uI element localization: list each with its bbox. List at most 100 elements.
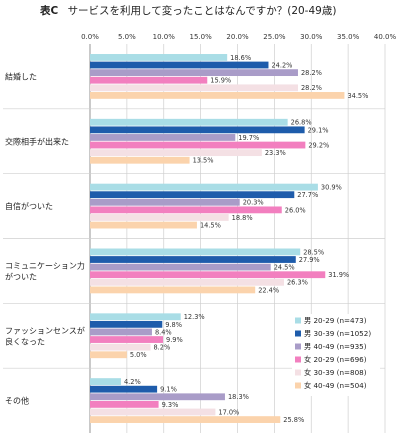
data-label: 23.3%	[265, 149, 286, 157]
data-label: 5.0%	[130, 351, 147, 359]
bar	[90, 198, 240, 206]
bar	[90, 61, 269, 69]
bar	[90, 69, 298, 77]
data-label: 9.8%	[165, 321, 182, 329]
data-label: 31.9%	[328, 271, 349, 279]
data-label: 28.2%	[301, 84, 322, 92]
data-label: 14.5%	[200, 221, 221, 229]
data-label: 22.4%	[258, 286, 279, 294]
data-label: 18.3%	[228, 393, 249, 401]
data-label: 24.5%	[274, 264, 295, 272]
x-tick-label: 10.0%	[153, 33, 176, 41]
data-label: 19.7%	[238, 134, 259, 142]
data-label: 26.8%	[291, 119, 312, 127]
bar	[90, 378, 121, 385]
data-label: 9.3%	[162, 401, 179, 409]
data-label: 4.2%	[124, 378, 141, 386]
bar	[90, 221, 197, 229]
legend-swatch	[295, 343, 301, 350]
legend-label: 男 40-49 (n=935)	[304, 342, 367, 351]
chart-title: 表C サービスを利用して変ったことはなんですか？(20-49歳)	[39, 4, 336, 17]
bar	[90, 183, 318, 191]
data-label: 13.5%	[193, 157, 214, 165]
bar	[90, 336, 164, 343]
category-label: その他	[5, 396, 29, 406]
legend-swatch	[295, 317, 301, 324]
legend-label: 男 20-29 (n=473)	[304, 316, 367, 325]
bar	[90, 416, 281, 423]
data-label: 12.3%	[184, 313, 205, 321]
bar	[90, 263, 271, 271]
legend: 男 20-29 (n=473) 男 30-39 (n=1052) 男 40-49 (…	[292, 314, 380, 396]
bar	[90, 408, 216, 416]
bar	[90, 191, 295, 199]
data-label: 24.2%	[271, 61, 292, 69]
category-label: 交際相手が出来た	[5, 136, 69, 146]
x-tick-label: 30.0%	[300, 33, 323, 41]
legend-label: 女 40-49 (n=504)	[304, 381, 367, 390]
bar	[90, 286, 256, 294]
data-label: 26.3%	[287, 279, 308, 287]
legend-background	[292, 314, 380, 396]
bar	[90, 76, 208, 84]
x-tick-label: 0.0%	[81, 33, 99, 41]
bar	[90, 84, 298, 92]
data-label: 27.7%	[297, 191, 318, 199]
data-label: 27.9%	[299, 256, 320, 264]
data-label: 9.9%	[166, 336, 183, 344]
bar	[90, 393, 225, 401]
data-label: 28.2%	[301, 69, 322, 77]
x-tick-label: 5.0%	[118, 33, 136, 41]
data-label: 28.5%	[303, 248, 324, 256]
data-label: 26.0%	[285, 206, 306, 214]
bar	[90, 278, 284, 286]
data-label: 15.9%	[210, 77, 231, 85]
category-labels: 結婚した交際相手が出来た自信がついたコミュニケーション力がついたファッションセン…	[5, 71, 85, 405]
legend-swatch	[295, 382, 301, 389]
bar	[90, 328, 152, 336]
data-label: 29.2%	[308, 141, 329, 149]
bar	[90, 126, 305, 134]
data-label: 17.0%	[218, 408, 239, 416]
bar	[90, 313, 181, 321]
bar	[90, 385, 158, 393]
data-label: 18.6%	[230, 54, 251, 62]
bar	[90, 54, 228, 61]
data-labels: 18.6% 24.2% 28.2% 15.9% 28.2% 34.5% 26.8%29.1%…	[124, 54, 368, 424]
legend-swatch	[295, 356, 301, 363]
data-label: 25.8%	[283, 416, 304, 424]
legend-label: 女 30-39 (n=808)	[304, 368, 367, 377]
legend-swatch	[295, 330, 301, 337]
bar	[90, 118, 288, 126]
bar	[90, 320, 163, 328]
x-axis-ticks: 0.0% 5.0% 10.0% 15.0% 20.0% 25.0% 30.0% 35.0% 40…	[81, 33, 396, 41]
bar	[90, 141, 306, 149]
bar	[90, 400, 159, 408]
category-label: ファッションセンスが良くなった	[5, 325, 85, 346]
bar	[90, 351, 127, 359]
legend-swatch	[295, 369, 301, 376]
x-tick-label: 15.0%	[190, 33, 213, 41]
bar	[90, 92, 345, 99]
legend-label: 女 20-29 (n=696)	[304, 355, 367, 364]
bar	[90, 256, 296, 263]
bar	[90, 206, 282, 214]
legend-label: 男 30-39 (n=1052)	[304, 329, 371, 338]
x-tick-label: 35.0%	[337, 33, 360, 41]
x-tick-label: 25.0%	[263, 33, 286, 41]
data-label: 30.9%	[321, 183, 342, 191]
x-tick-label: 40.0%	[374, 33, 397, 41]
category-label: 結婚した	[5, 71, 37, 81]
category-label: コミュニケーション力がついた	[5, 260, 85, 281]
data-label: 9.1%	[160, 386, 177, 394]
bars	[90, 54, 345, 423]
bar	[90, 271, 326, 279]
data-label: 8.2%	[153, 344, 170, 352]
data-label: 34.5%	[347, 92, 368, 100]
x-tick-label: 20.0%	[226, 33, 249, 41]
data-label: 8.4%	[155, 328, 172, 336]
data-label: 18.8%	[232, 214, 253, 222]
bar	[90, 214, 229, 221]
bar	[90, 149, 262, 157]
